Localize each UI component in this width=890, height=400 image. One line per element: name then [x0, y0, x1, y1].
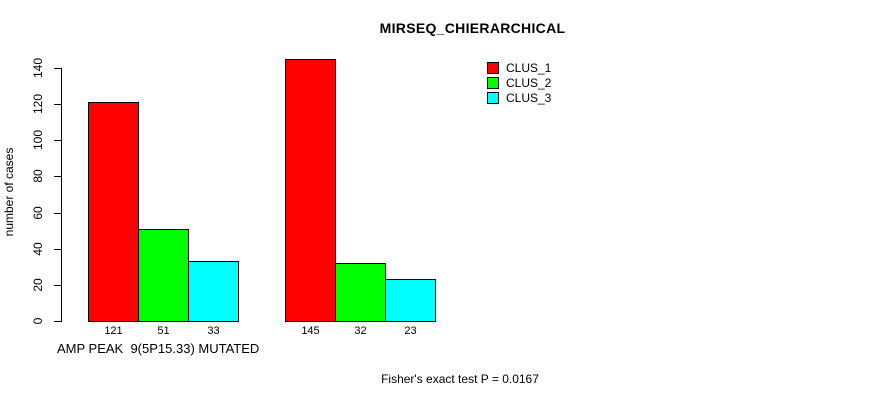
footnote: Fisher's exact test P = 0.0167: [381, 372, 539, 386]
y-tick: [54, 212, 61, 214]
legend-item-clus_1: CLUS_1: [487, 62, 551, 74]
y-tick: [54, 140, 61, 142]
y-tick-label: 140: [31, 58, 45, 79]
y-tick: [54, 104, 61, 106]
chart-title: MIRSEQ_CHIERARCHICAL: [379, 20, 566, 36]
bar-value-clus_1-group2: 145: [301, 325, 320, 337]
y-tick-label: 60: [31, 205, 45, 220]
bar-value-clus_2-group2: 32: [354, 325, 367, 337]
y-axis-line: [61, 68, 62, 322]
bar-clus_1-group2: [285, 59, 336, 322]
y-tick-label: 20: [31, 278, 45, 292]
y-tick-label: 80: [31, 169, 45, 184]
legend-item-clus_2: CLUS_2: [487, 77, 551, 89]
bar-clus_2-group2: [335, 263, 386, 322]
bar-value-clus_2-group1: 51: [157, 325, 170, 337]
y-tick: [54, 248, 61, 250]
bar-clus_1-group1: [88, 102, 139, 322]
bar-value-clus_3-group1: 33: [207, 325, 220, 337]
legend-item-clus_3: CLUS_3: [487, 92, 551, 104]
y-tick: [54, 321, 61, 322]
bar-clus_3-group1: [188, 261, 239, 322]
x-group-label: AMP PEAK 9(5P15.33) MUTATED: [57, 341, 260, 356]
legend-label: CLUS_2: [506, 76, 552, 90]
bar-clus_3-group2: [385, 279, 436, 322]
bar-clus_2-group1: [138, 229, 189, 322]
legend: CLUS_1 CLUS_2 CLUS_3: [487, 62, 551, 107]
y-tick: [54, 68, 61, 70]
legend-label: CLUS_3: [506, 91, 552, 105]
bar-value-clus_3-group2: 23: [404, 325, 417, 337]
legend-swatch-clus_1: [487, 62, 499, 74]
y-tick-label: 40: [31, 242, 45, 256]
legend-label: CLUS_1: [506, 61, 552, 75]
y-tick-label: 120: [31, 94, 45, 115]
y-tick: [54, 176, 61, 178]
y-tick-label: 100: [31, 130, 45, 151]
y-tick: [54, 284, 61, 286]
legend-swatch-clus_3: [487, 92, 499, 104]
y-tick-label: 0: [31, 317, 45, 325]
bar-value-clus_1-group1: 121: [104, 325, 123, 337]
legend-swatch-clus_2: [487, 77, 499, 89]
